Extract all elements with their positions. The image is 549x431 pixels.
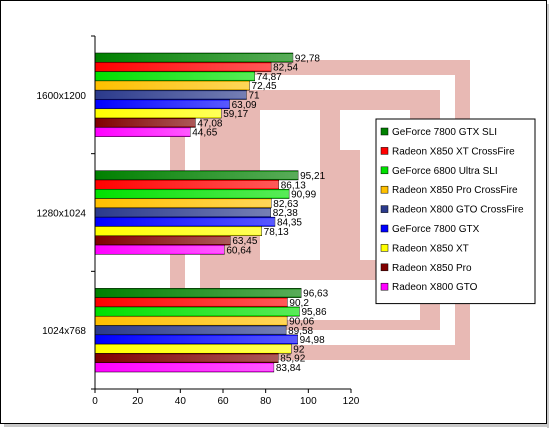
data-label: 86,13 [281, 180, 306, 191]
data-label: 60,64 [226, 245, 251, 256]
data-label: 78,13 [264, 227, 289, 238]
bar-shade [95, 354, 279, 362]
data-label: 89,58 [288, 326, 313, 337]
bar-shade [95, 246, 225, 254]
data-label: 96,63 [303, 289, 328, 300]
legend-entry: Radeon X850 Pro CrossFire [392, 185, 518, 196]
data-label: 44,65 [192, 128, 217, 139]
legend-box [375, 118, 536, 305]
frame-shadow-right [547, 4, 549, 428]
data-label: 90,06 [289, 317, 314, 328]
legend-entry: GeForce 7800 GTX SLI [392, 127, 497, 138]
category-label: 1280x1024 [37, 209, 87, 220]
legend-swatch [380, 205, 389, 213]
bar-shade [95, 171, 299, 179]
bar-shade [95, 345, 292, 353]
bar-shade [95, 208, 271, 217]
legend-entry: GeForce 7800 GTX [392, 224, 480, 235]
bar-shade [95, 218, 275, 226]
legend-entry: Radeon X850 XT CrossFire [392, 146, 515, 157]
data-label: 85,92 [280, 354, 305, 365]
data-label: 82,38 [273, 208, 298, 219]
legend-entry: Radeon X850 XT [392, 243, 469, 254]
x-tick-label: 100 [300, 396, 317, 407]
bar-shade [95, 236, 231, 245]
legend-entry: Radeon X800 GTO CrossFire [392, 205, 524, 216]
data-label: 63,45 [232, 236, 257, 247]
data-label: 74,87 [257, 72, 282, 83]
legend-swatch [380, 224, 389, 233]
bar-shade [95, 53, 293, 62]
legend-swatch [380, 127, 389, 136]
bar-shade [95, 317, 288, 325]
data-label: 92,78 [295, 53, 320, 64]
legend-swatch [380, 282, 389, 291]
bar-shade [95, 81, 250, 90]
category-label: 1600x1200 [37, 91, 87, 102]
data-label: 92 [293, 344, 305, 355]
data-label: 83,84 [276, 363, 301, 374]
bar-shade [95, 363, 274, 372]
legend-swatch [380, 185, 389, 194]
bar-shade [95, 199, 272, 207]
category-label: 1024x768 [42, 326, 86, 337]
data-label: 90,99 [291, 190, 316, 201]
legend-entry: GeForce 6800 Ultra SLI [392, 166, 498, 177]
data-label: 47,08 [197, 118, 222, 129]
bar-shade [95, 180, 279, 189]
x-tick-label: 0 [92, 396, 98, 407]
frame-shadow-bottom [4, 424, 549, 427]
x-tick-label: 40 [175, 396, 187, 407]
data-label: 82,63 [273, 199, 298, 210]
data-label: 63,09 [232, 100, 257, 111]
bar-shade [95, 227, 262, 235]
data-label: 94,98 [300, 335, 325, 346]
bar-shade [95, 72, 255, 80]
x-tick-label: 80 [260, 396, 272, 407]
legend: GeForce 7800 GTX SLI Radeon X850 XT Cross… [375, 118, 536, 305]
data-label: 84,35 [277, 217, 302, 228]
x-tick-label: 20 [132, 396, 144, 407]
legend-swatch [380, 263, 389, 272]
bar-shade [95, 109, 222, 118]
data-label: 90,2 [289, 298, 309, 309]
bar-shade [95, 119, 196, 127]
legend-entry: Radeon X850 Pro [392, 263, 472, 274]
data-label: 59,17 [223, 109, 248, 120]
data-label: 82,54 [273, 63, 298, 74]
x-tick-label: 60 [217, 396, 229, 407]
bar-shade [95, 91, 247, 99]
legend-swatch [380, 166, 389, 175]
data-label: 95,86 [302, 307, 327, 318]
data-label: 72,45 [252, 81, 277, 92]
data-label: 71 [248, 90, 260, 101]
plot-area: 92,7882,5474,8772,457163,0959,1747,0844,… [37, 35, 360, 407]
legend-swatch [380, 244, 389, 252]
bar-shade [95, 289, 302, 297]
bar-shade [95, 307, 300, 316]
bar-shade [95, 326, 287, 334]
legend-entry: Radeon X800 GTO [392, 282, 478, 293]
legend-swatch [380, 147, 389, 155]
bar-shade [95, 298, 288, 306]
x-tick-label: 120 [343, 396, 360, 407]
data-label: 95,21 [300, 171, 325, 182]
bar-shade [95, 335, 298, 344]
bar-shade [95, 128, 191, 136]
bar-shade [95, 190, 290, 198]
bar-shade [95, 63, 272, 71]
bar-shade [95, 100, 230, 108]
